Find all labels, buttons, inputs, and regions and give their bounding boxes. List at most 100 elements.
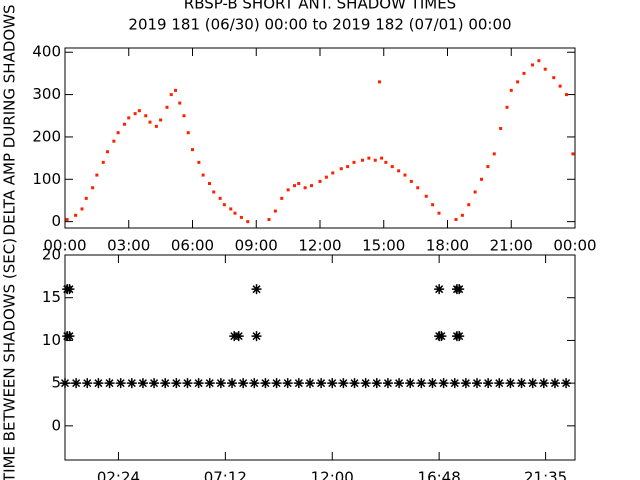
data-point xyxy=(454,284,465,295)
data-point xyxy=(197,160,201,164)
x-tick-label: 02:24 xyxy=(97,469,140,480)
data-point xyxy=(212,190,216,194)
data-point xyxy=(531,63,534,67)
y-tick-label: 15 xyxy=(42,288,61,306)
plot-frame xyxy=(64,254,576,461)
data-point xyxy=(467,203,471,207)
chart-subtitle: 2019 181 (06/30) 00:00 to 2019 182 (07/0… xyxy=(128,16,511,34)
data-point xyxy=(123,122,126,126)
data-point xyxy=(104,378,115,389)
data-point xyxy=(165,105,169,109)
data-point xyxy=(454,331,465,342)
y-tick-label: 10 xyxy=(42,331,61,349)
data-point xyxy=(492,152,496,156)
data-point xyxy=(116,131,120,135)
data-point xyxy=(552,76,556,80)
data-point xyxy=(397,169,401,173)
data-point xyxy=(505,378,516,389)
data-point xyxy=(178,101,182,105)
data-point xyxy=(438,378,449,389)
data-point xyxy=(509,88,513,92)
data-point xyxy=(148,120,152,124)
data-point xyxy=(434,284,445,295)
data-point xyxy=(101,160,105,164)
x-tick-label: 12:00 xyxy=(311,469,354,480)
data-point xyxy=(267,218,271,222)
data-point xyxy=(174,88,177,92)
data-point xyxy=(349,378,360,389)
data-point xyxy=(304,378,315,389)
y-axis-label: DELTA AMP DURING SHADOWS xyxy=(1,4,19,235)
data-point xyxy=(367,156,371,160)
data-point xyxy=(208,182,211,186)
data-point xyxy=(93,378,104,389)
y-tick-label: 0 xyxy=(51,212,61,230)
data-point xyxy=(74,213,78,217)
x-tick-label: 15:00 xyxy=(362,237,405,255)
x-tick-label: 06:00 xyxy=(171,237,214,255)
data-point xyxy=(537,59,541,63)
data-point xyxy=(204,378,215,389)
data-point xyxy=(494,378,505,389)
data-point xyxy=(538,378,549,389)
data-point xyxy=(378,80,381,84)
data-point xyxy=(472,378,483,389)
data-point xyxy=(352,160,356,164)
data-point xyxy=(361,158,364,162)
data-point xyxy=(238,378,249,389)
data-point xyxy=(64,331,75,342)
data-point xyxy=(409,179,413,183)
data-point xyxy=(227,378,238,389)
data-point xyxy=(460,378,471,389)
data-point xyxy=(449,378,460,389)
data-point xyxy=(154,124,158,128)
data-point xyxy=(483,378,494,389)
data-point xyxy=(558,84,562,88)
data-point xyxy=(303,186,307,190)
data-point xyxy=(486,165,490,169)
data-point xyxy=(346,165,350,169)
chart-title: RBSP-B SHORT ANT. SHADOW TIMES xyxy=(184,0,456,13)
data-point xyxy=(126,378,137,389)
x-tick-label: 09:00 xyxy=(235,237,278,255)
data-point xyxy=(394,378,405,389)
data-point xyxy=(249,378,260,389)
data-point xyxy=(382,378,393,389)
data-point xyxy=(293,184,296,188)
data-point xyxy=(505,105,509,109)
data-point xyxy=(229,207,233,211)
data-point xyxy=(84,196,88,200)
data-point xyxy=(286,188,290,192)
data-point xyxy=(95,173,99,177)
data-point xyxy=(193,378,204,389)
y-tick-label: 200 xyxy=(32,127,61,145)
x-tick-label: 21:35 xyxy=(524,469,567,480)
data-point xyxy=(137,109,141,113)
data-point xyxy=(571,152,575,156)
data-point xyxy=(516,378,527,389)
data-point xyxy=(360,378,371,389)
data-point xyxy=(191,148,194,152)
data-point xyxy=(71,378,82,389)
data-point xyxy=(159,118,163,122)
data-point xyxy=(222,203,226,207)
x-tick-label: 12:00 xyxy=(298,237,341,255)
y-tick-label: 300 xyxy=(32,85,61,103)
data-point xyxy=(416,186,420,190)
data-point xyxy=(561,378,572,389)
y-tick-label: 100 xyxy=(32,170,61,188)
data-point xyxy=(371,378,382,389)
data-point xyxy=(149,378,160,389)
data-point xyxy=(549,378,560,389)
data-point xyxy=(233,211,237,215)
x-tick-label: 07:12 xyxy=(204,469,247,480)
data-point xyxy=(339,167,343,171)
data-point xyxy=(543,67,547,71)
data-point xyxy=(239,215,243,219)
data-point xyxy=(169,93,173,97)
data-point xyxy=(373,158,377,162)
data-point xyxy=(115,378,126,389)
data-point xyxy=(82,378,93,389)
data-point xyxy=(403,173,407,177)
